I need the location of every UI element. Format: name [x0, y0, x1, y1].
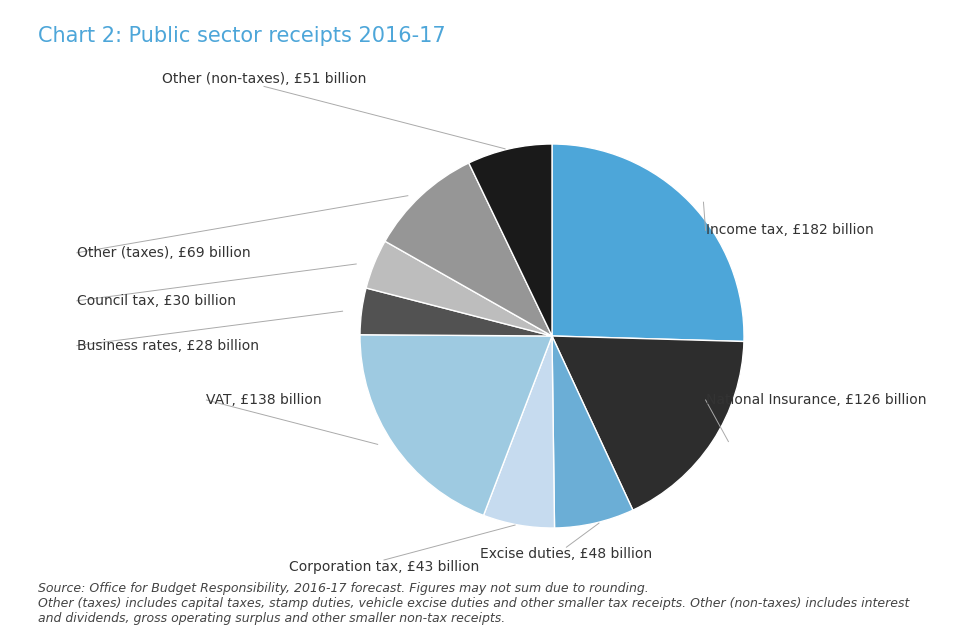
Text: Other (taxes), £69 billion: Other (taxes), £69 billion — [77, 246, 251, 260]
Text: Business rates, £28 billion: Business rates, £28 billion — [77, 339, 259, 353]
Wedge shape — [484, 336, 555, 528]
Text: Other (non-taxes), £51 billion: Other (non-taxes), £51 billion — [162, 72, 366, 86]
Wedge shape — [385, 163, 552, 336]
Text: Income tax, £182 billion: Income tax, £182 billion — [706, 223, 874, 237]
Text: VAT, £138 billion: VAT, £138 billion — [206, 393, 322, 407]
Wedge shape — [552, 336, 744, 510]
Text: Corporation tax, £43 billion: Corporation tax, £43 billion — [289, 560, 479, 574]
Wedge shape — [552, 336, 633, 528]
Text: Council tax, £30 billion: Council tax, £30 billion — [77, 294, 236, 308]
Wedge shape — [366, 241, 552, 336]
Wedge shape — [468, 144, 552, 336]
Text: National Insurance, £126 billion: National Insurance, £126 billion — [706, 393, 926, 407]
Text: Excise duties, £48 billion: Excise duties, £48 billion — [480, 547, 653, 561]
Wedge shape — [360, 288, 552, 336]
Text: Chart 2: Public sector receipts 2016-17: Chart 2: Public sector receipts 2016-17 — [38, 26, 446, 45]
Wedge shape — [360, 335, 552, 515]
Text: Source: Office for Budget Responsibility, 2016-17 forecast. Figures may not sum : Source: Office for Budget Responsibility… — [38, 582, 910, 625]
Wedge shape — [552, 144, 744, 342]
